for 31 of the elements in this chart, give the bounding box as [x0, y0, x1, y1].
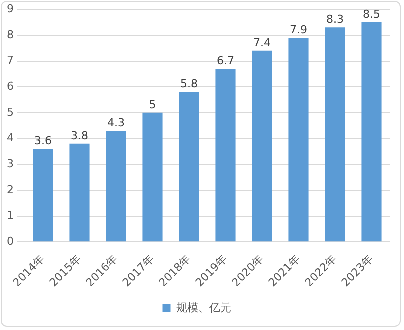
data-label: 5.8	[180, 78, 198, 91]
bar	[288, 38, 309, 242]
bar	[70, 144, 90, 242]
data-label: 3.8	[71, 129, 88, 142]
y-tick-label: 2	[7, 183, 14, 196]
y-tick-label: 3	[7, 157, 14, 170]
data-label: 7.9	[290, 23, 308, 36]
bar	[33, 149, 54, 242]
data-label: 3.6	[34, 134, 52, 148]
data-label: 6.7	[217, 54, 234, 68]
bar	[362, 22, 382, 242]
y-tick-label: 0	[7, 234, 14, 248]
y-tick-label: 4	[7, 132, 14, 145]
y-tick-label: 6	[7, 80, 14, 93]
y-tick-label: 1	[7, 209, 14, 222]
y-tick-label: 7	[7, 54, 14, 68]
bar	[106, 131, 126, 242]
bar	[252, 50, 272, 242]
data-label: 5	[149, 98, 156, 112]
bar	[179, 92, 200, 242]
bar	[325, 28, 346, 242]
y-tick-label: 9	[7, 2, 14, 16]
data-label: 8.3	[326, 13, 344, 26]
legend-label: 规模、亿元	[176, 301, 232, 314]
y-tick-label: 5	[7, 106, 14, 119]
data-label: 8.5	[363, 8, 380, 21]
bar	[216, 69, 236, 242]
y-tick-label: 8	[7, 28, 14, 42]
data-label: 7.4	[254, 36, 271, 50]
bar	[142, 112, 163, 242]
data-label: 4.3	[108, 116, 125, 130]
